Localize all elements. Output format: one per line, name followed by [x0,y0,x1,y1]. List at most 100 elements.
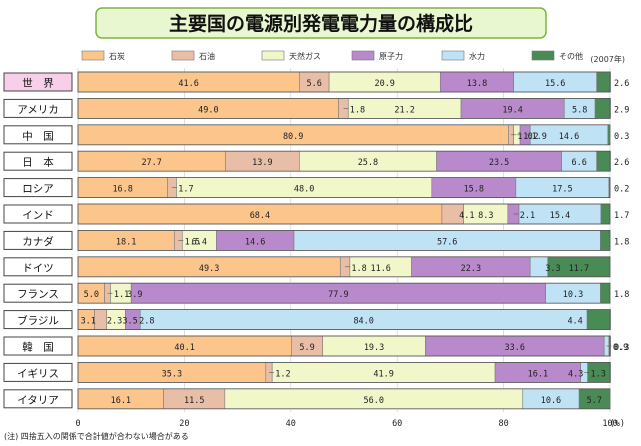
value-label-oil-3: 13.9 [252,158,272,168]
bar-segment-6-5 [600,230,611,251]
bar-row-8: 5.0 1.13.9 77.9 10.3 1.8 [77,282,629,304]
year-note: (2007年) [590,54,625,64]
x-tick-label-2: 40 [286,419,296,429]
value-label-gas-9: 3.5 [122,317,137,327]
value-label-oil-0: 5.6 [307,79,322,89]
other-value-outside-3: 2.6 [614,158,629,168]
legend-label-0: 石炭 [109,52,125,61]
value-label-hydro-0: 15.6 [545,79,565,89]
value-label-coal-0: 41.6 [178,79,198,89]
value-label-oil-5: 4.1 [459,211,474,221]
value-label-hydro-11: 1.3 [591,369,606,379]
value-label-hydro-9: 84.0 [353,317,373,327]
value-label-hydro-3: 6.6 [571,158,586,168]
legend-label-5: その他 [559,51,583,61]
row-label-box-7 [3,257,73,277]
value-label-other_inside-9: 4.4 [567,317,582,327]
x-unit: (%) [610,419,625,429]
bar-frame-8 [77,282,611,304]
other-value-outside-0: 2.6 [614,79,629,89]
value-label-oil-11: 1.2 [275,369,290,379]
row-label-box-2 [3,125,73,145]
value-label-gas-4: 48.0 [294,185,314,195]
other-value-outside-4: 0.2 [614,185,629,195]
value-label-other_inside-11: 4.3 [568,369,583,379]
value-label-oil-9: 2.3 [107,317,122,327]
value-label-nuclear-1: 19.4 [502,105,522,115]
value-label-nuclear-4: 15.8 [464,185,484,195]
value-label-nuclear-7: 22.3 [461,264,481,274]
legend-swatch-4 [441,50,465,61]
bar-frame-6 [77,229,611,251]
bar-frame-2 [77,124,611,146]
bar-frame-7 [77,256,611,278]
row-label-box-12 [3,389,73,409]
value-label-nuclear-3: 23.5 [489,158,509,168]
value-label-oil-8: 1.1 [114,290,129,300]
bar-row-9: 3.1 2.3 3.5 2.8 84.0 4.4 [77,309,611,331]
bar-frame-9 [77,309,611,331]
value-label-nuclear-8: 77.9 [328,290,348,300]
value-label-gas-2: 1.2 [523,132,538,142]
bar-row-6: 18.1 1.56.4 14.6 57.6 1.8 [77,229,629,251]
value-label-gas-11: 41.9 [373,369,393,379]
other-value-outside-10: 0.3 [614,343,629,353]
value-label-coal-10: 40.1 [174,343,194,353]
row-label-7: ドイツ [22,262,54,274]
value-label-other_inside-7: 11.7 [569,264,589,274]
value-label-oil-4: 1.7 [178,185,193,195]
other-value-outside-6: 1.8 [614,237,629,247]
row-label-box-0 [3,72,73,92]
value-label-gas-7: 11.6 [370,264,390,274]
value-label-oil-7: 1.8 [351,264,366,274]
x-tick-label-4: 80 [498,419,508,429]
value-label-oil-10: 5.9 [299,343,314,353]
value-label-hydro-5: 15.4 [550,211,570,221]
bar-row-11: 35.3 1.2 41.9 16.1 1.3 4.3 [77,361,611,383]
bar-frame-11 [77,361,611,383]
value-label-nuclear-6: 14.6 [245,237,265,247]
value-label-nuclear-9: 2.8 [139,317,154,327]
bar-segment-1-5 [594,98,611,119]
bar-segment-3-5 [596,150,611,172]
bar-segment-2-5 [607,124,610,146]
value-label-hydro-8: 10.3 [563,290,583,300]
row-label-box-5 [3,204,73,224]
row-label-box-1 [3,98,73,118]
bar-frame-5 [77,203,611,225]
value-label-other_inside-12: 5.7 [587,396,602,406]
bar-frame-0 [77,71,611,93]
row-label-box-6 [3,230,73,250]
row-label-box-9 [3,310,73,330]
footnote: (注) 四捨五入の関係で合計値が合わない場合がある [4,431,189,441]
bar-row-4: 16.8 1.7 48.0 15.8 17.5 0.2 [77,177,629,199]
value-label-hydro-2: 14.6 [559,132,579,142]
legend-label-2: 天然ガス [289,51,321,61]
value-label-coal-8: 5.0 [84,290,99,300]
legend-swatch-0 [81,50,105,61]
legend-swatch-2 [261,50,285,61]
row-label-11: イギリス [17,368,59,380]
value-label-gas-5: 8.3 [478,211,493,221]
bar-segment-8-5 [600,282,611,304]
x-tick-label-1: 20 [179,419,189,429]
value-label-gas-1: 21.2 [394,105,414,115]
bar-frame-4 [77,177,611,199]
value-label-hydro-6: 57.6 [437,237,457,247]
row-label-box-4 [3,178,73,198]
row-label-10: 韓 国 [22,342,54,354]
value-label-nuclear-10: 33.6 [505,343,525,353]
x-tick-label-0: 0 [75,419,80,429]
bar-segment-5-5 [600,203,611,225]
row-label-9: ブラジル [17,314,59,327]
value-label-nuclear-2: 1.9 [531,132,546,142]
value-label-gas-0: 20.9 [374,79,394,89]
value-label-coal-1: 49.0 [198,105,218,115]
bar-row-7: 49.3 1.8 11.6 22.3 3.3 11.7 [77,256,611,278]
value-label-coal-9: 3.1 [81,317,96,327]
bar-row-10: 40.1 5.9 19.3 33.6 0.90.3 [77,335,629,357]
legend-swatch-5 [531,50,555,61]
value-label-oil-6: 1.5 [185,237,200,247]
